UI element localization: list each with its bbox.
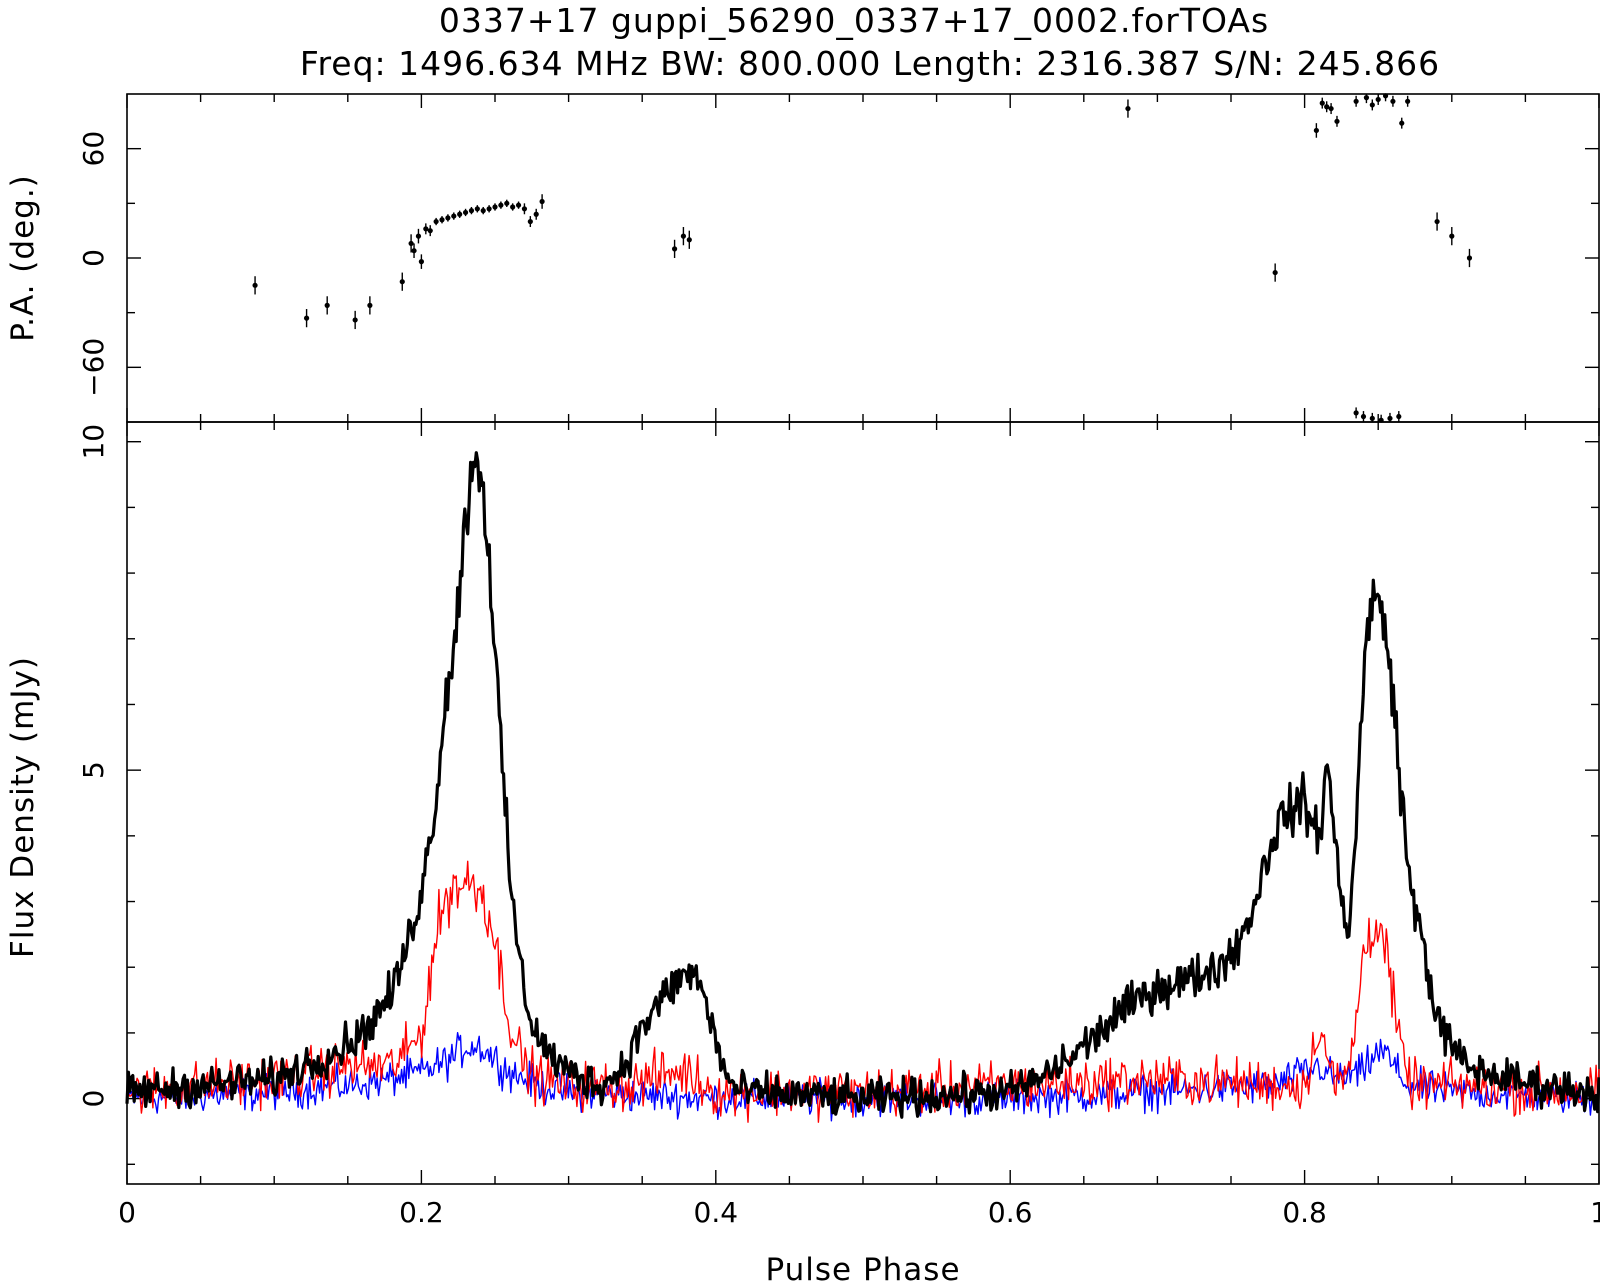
pa-point	[1396, 411, 1402, 422]
chart-subtitle: Freq: 1496.634 MHz BW: 800.000 Length: 2…	[300, 44, 1440, 83]
y-tick-label: 10	[77, 424, 110, 460]
pa-point	[1382, 93, 1389, 102]
x-tick-label: 0.8	[1282, 1196, 1327, 1229]
flux-ylabel: Flux Density (mJy)	[5, 656, 41, 958]
y-tick-label: 0	[77, 1090, 110, 1108]
pa-point	[1369, 99, 1375, 111]
pa-point	[352, 310, 358, 330]
pa-point	[504, 199, 510, 207]
pa-point	[468, 206, 475, 215]
x-tick-label: 0.6	[988, 1196, 1033, 1229]
pa-point	[1387, 412, 1393, 422]
pa-point	[515, 201, 522, 209]
pa-point	[1353, 95, 1359, 107]
flux-lines	[125, 451, 1600, 1123]
pa-point	[367, 296, 373, 315]
flux-series-line	[125, 451, 1600, 1119]
pa-point	[1399, 117, 1405, 129]
pa-point	[399, 272, 405, 291]
pa-ticks: −60 0 60	[77, 94, 1600, 422]
pa-point	[1125, 99, 1131, 118]
pa-points	[252, 93, 1473, 423]
pa-point	[498, 201, 504, 209]
flux-frame	[126, 421, 1600, 1185]
chart-title: 0337+17 guppi_56290_0337+17_0002.forTOAs	[439, 1, 1269, 40]
pa-point	[423, 223, 429, 235]
flux-series-line	[126, 860, 1600, 1123]
pa-point	[1363, 94, 1370, 104]
pa-point	[527, 216, 533, 228]
x-tick-label: 0.4	[694, 1196, 739, 1229]
pa-point	[427, 225, 433, 237]
pa-point	[474, 205, 480, 213]
pa-ylabel: P.A. (deg.)	[5, 174, 41, 342]
pa-point	[1313, 123, 1319, 138]
pa-point	[1334, 115, 1340, 127]
flux-ticks: 0 5 10	[77, 422, 1600, 1184]
flux-series-line	[126, 1032, 1600, 1122]
pa-point	[1434, 212, 1440, 231]
pa-point	[457, 210, 463, 218]
pa-point	[415, 228, 422, 244]
pa-point	[1324, 101, 1330, 113]
x-tick-label: 0.2	[399, 1196, 444, 1229]
pa-point	[1360, 411, 1367, 422]
x-tick-labels: 0 0.2 0.4 0.6 0.8 1	[118, 1196, 1600, 1229]
pa-point	[1353, 407, 1359, 419]
pa-point	[486, 205, 492, 213]
pa-point	[533, 208, 539, 220]
pa-point	[324, 296, 330, 315]
pa-point	[445, 214, 451, 222]
y-tick-label: 5	[77, 761, 110, 779]
pa-point	[439, 216, 445, 224]
y-tick-label: 60	[77, 131, 110, 167]
pa-panel: −60 0 60 P.A. (deg.)	[5, 93, 1600, 423]
x-tick-label: 1	[1590, 1196, 1600, 1229]
pa-point	[1449, 227, 1455, 246]
flux-panel: 0 5 10 Flux Density (mJy)	[5, 421, 1600, 1185]
y-tick-label: 0	[77, 249, 110, 267]
pa-frame	[126, 93, 1600, 423]
pa-point	[252, 276, 258, 295]
pa-point	[521, 203, 528, 215]
pa-point	[462, 208, 469, 217]
pa-point	[510, 203, 516, 211]
pa-point	[408, 234, 414, 253]
x-axis-label: Pulse Phase	[765, 1252, 960, 1284]
pa-point	[1328, 103, 1334, 115]
pa-point	[480, 206, 486, 215]
pa-point	[1369, 412, 1375, 422]
pa-point	[671, 239, 678, 258]
pa-point	[686, 230, 692, 249]
pa-point	[418, 254, 424, 269]
pa-point	[1466, 248, 1473, 268]
pa-point	[1390, 95, 1396, 107]
pa-point	[1272, 263, 1278, 282]
y-tick-label: −60	[77, 338, 110, 397]
x-tick-label: 0	[118, 1196, 136, 1229]
pa-point	[492, 203, 498, 211]
pa-point	[1375, 94, 1381, 105]
pa-point	[433, 217, 439, 226]
pa-point	[451, 212, 457, 220]
pa-point	[1405, 95, 1411, 107]
pa-point	[411, 243, 417, 258]
pa-point	[680, 227, 687, 246]
pa-point	[539, 194, 545, 209]
pa-point	[303, 309, 310, 328]
pa-point	[1319, 97, 1325, 109]
